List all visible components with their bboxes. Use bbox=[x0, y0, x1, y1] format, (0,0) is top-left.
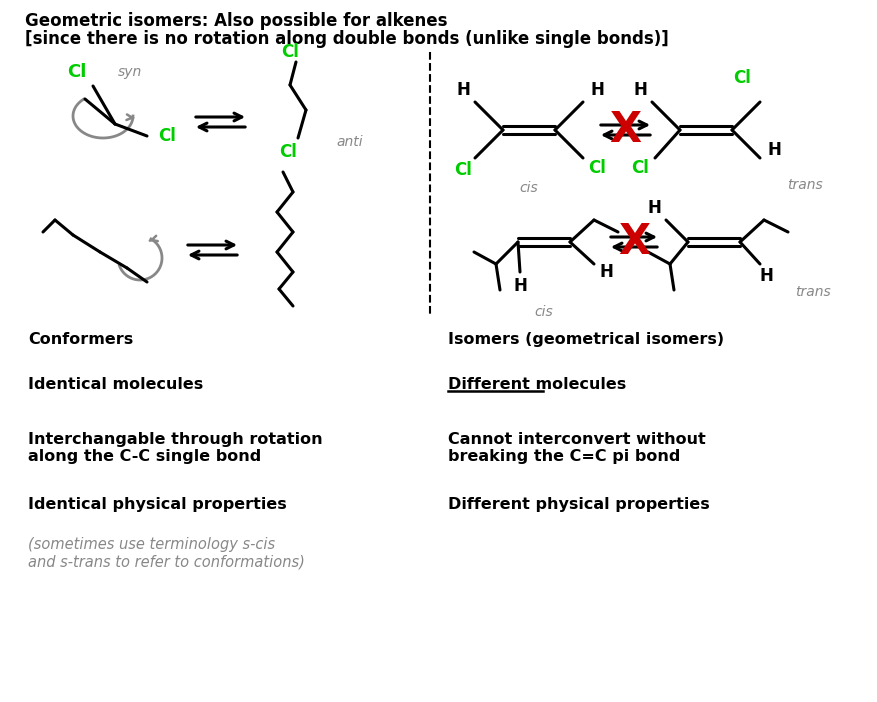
Text: [since there is no rotation along double bonds (unlike single bonds)]: [since there is no rotation along double… bbox=[25, 30, 668, 48]
Text: Conformers: Conformers bbox=[28, 332, 133, 347]
Text: Cannot interconvert without
breaking the C=C pi bond: Cannot interconvert without breaking the… bbox=[447, 432, 705, 465]
Text: trans: trans bbox=[794, 285, 830, 299]
Text: Cl: Cl bbox=[279, 143, 296, 161]
Text: Cl: Cl bbox=[68, 63, 87, 81]
Text: Geometric isomers: Also possible for alkenes: Geometric isomers: Also possible for alk… bbox=[25, 12, 447, 30]
Text: H: H bbox=[646, 199, 660, 217]
Text: Cl: Cl bbox=[588, 159, 605, 177]
Text: Isomers (geometrical isomers): Isomers (geometrical isomers) bbox=[447, 332, 724, 347]
Text: anti: anti bbox=[336, 135, 362, 149]
Text: Cl: Cl bbox=[281, 43, 298, 61]
Text: Cl: Cl bbox=[158, 127, 175, 145]
Text: H: H bbox=[759, 267, 772, 285]
Text: H: H bbox=[766, 141, 780, 159]
Text: H: H bbox=[589, 81, 603, 99]
Text: H: H bbox=[632, 81, 646, 99]
Text: Cl: Cl bbox=[631, 159, 648, 177]
Text: cis: cis bbox=[519, 181, 538, 195]
Text: X: X bbox=[617, 221, 649, 263]
Text: Identical molecules: Identical molecules bbox=[28, 377, 203, 392]
Text: syn: syn bbox=[118, 65, 142, 79]
Text: Cl: Cl bbox=[453, 161, 472, 179]
Text: trans: trans bbox=[786, 178, 822, 192]
Text: Cl: Cl bbox=[732, 69, 750, 87]
Text: H: H bbox=[512, 277, 526, 295]
Text: Identical physical properties: Identical physical properties bbox=[28, 497, 287, 512]
Text: H: H bbox=[455, 81, 469, 99]
Text: Different physical properties: Different physical properties bbox=[447, 497, 709, 512]
Text: cis: cis bbox=[534, 305, 553, 319]
Text: Interchangable through rotation
along the C-C single bond: Interchangable through rotation along th… bbox=[28, 432, 322, 465]
Text: (sometimes use terminology s-cis
and s-trans to refer to conformations): (sometimes use terminology s-cis and s-t… bbox=[28, 537, 304, 569]
Text: X: X bbox=[609, 109, 641, 151]
Text: H: H bbox=[598, 263, 612, 281]
Text: Different molecules: Different molecules bbox=[447, 377, 625, 392]
